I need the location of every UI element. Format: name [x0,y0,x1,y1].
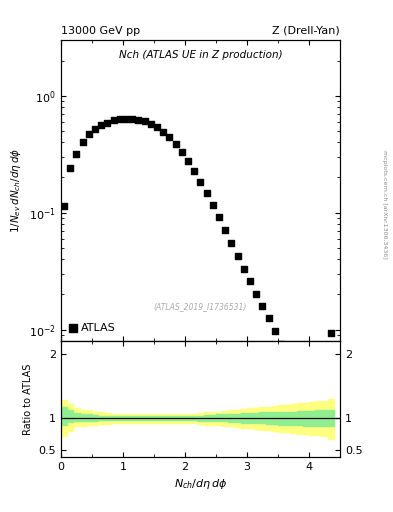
ATLAS [135,116,141,124]
Text: Z (Drell-Yan): Z (Drell-Yan) [272,26,340,36]
ATLAS [210,201,216,209]
Legend: ATLAS: ATLAS [66,321,118,335]
ATLAS [123,115,129,123]
ATLAS [216,214,222,222]
ATLAS [79,138,86,146]
ATLAS [191,167,197,176]
ATLAS [309,402,315,411]
ATLAS [67,164,73,173]
ATLAS [73,150,79,158]
ATLAS [259,302,266,310]
Y-axis label: Ratio to ATLAS: Ratio to ATLAS [23,363,33,435]
ATLAS [253,290,259,298]
ATLAS [98,121,105,129]
ATLAS [303,390,309,398]
ATLAS [228,239,235,247]
ATLAS [104,118,110,126]
Text: 13000 GeV pp: 13000 GeV pp [61,26,140,36]
ATLAS [61,202,67,210]
ATLAS [86,130,92,138]
ATLAS [166,133,173,141]
ATLAS [296,377,303,386]
Y-axis label: $1/N_{ev}\,dN_{ch}/d\eta\,d\phi$: $1/N_{ev}\,dN_{ch}/d\eta\,d\phi$ [9,148,24,233]
ATLAS [321,427,328,435]
Text: Nch (ATLAS UE in Z production): Nch (ATLAS UE in Z production) [119,51,282,60]
ATLAS [327,329,334,337]
ATLAS [179,148,185,156]
ATLAS [129,115,135,123]
ATLAS [160,128,166,136]
ATLAS [278,339,284,348]
ATLAS [197,178,204,186]
ATLAS [117,115,123,123]
Text: mcplots.cern.ch [arXiv:1306.3436]: mcplots.cern.ch [arXiv:1306.3436] [382,151,387,259]
ATLAS [266,314,272,323]
ATLAS [185,157,191,165]
X-axis label: $N_{ch}/d\eta\,d\phi$: $N_{ch}/d\eta\,d\phi$ [174,477,227,491]
ATLAS [241,265,247,273]
ATLAS [173,140,179,148]
ATLAS [247,277,253,285]
ATLAS [290,365,297,373]
ATLAS [148,120,154,128]
ATLAS [204,189,210,198]
ATLAS [235,251,241,260]
ATLAS [284,352,290,360]
Text: (ATLAS_2019_I1736531): (ATLAS_2019_I1736531) [154,302,247,311]
ATLAS [141,117,148,125]
ATLAS [92,125,98,133]
ATLAS [154,123,160,132]
ATLAS [110,116,117,124]
ATLAS [272,327,278,335]
ATLAS [222,226,228,234]
ATLAS [315,416,321,424]
